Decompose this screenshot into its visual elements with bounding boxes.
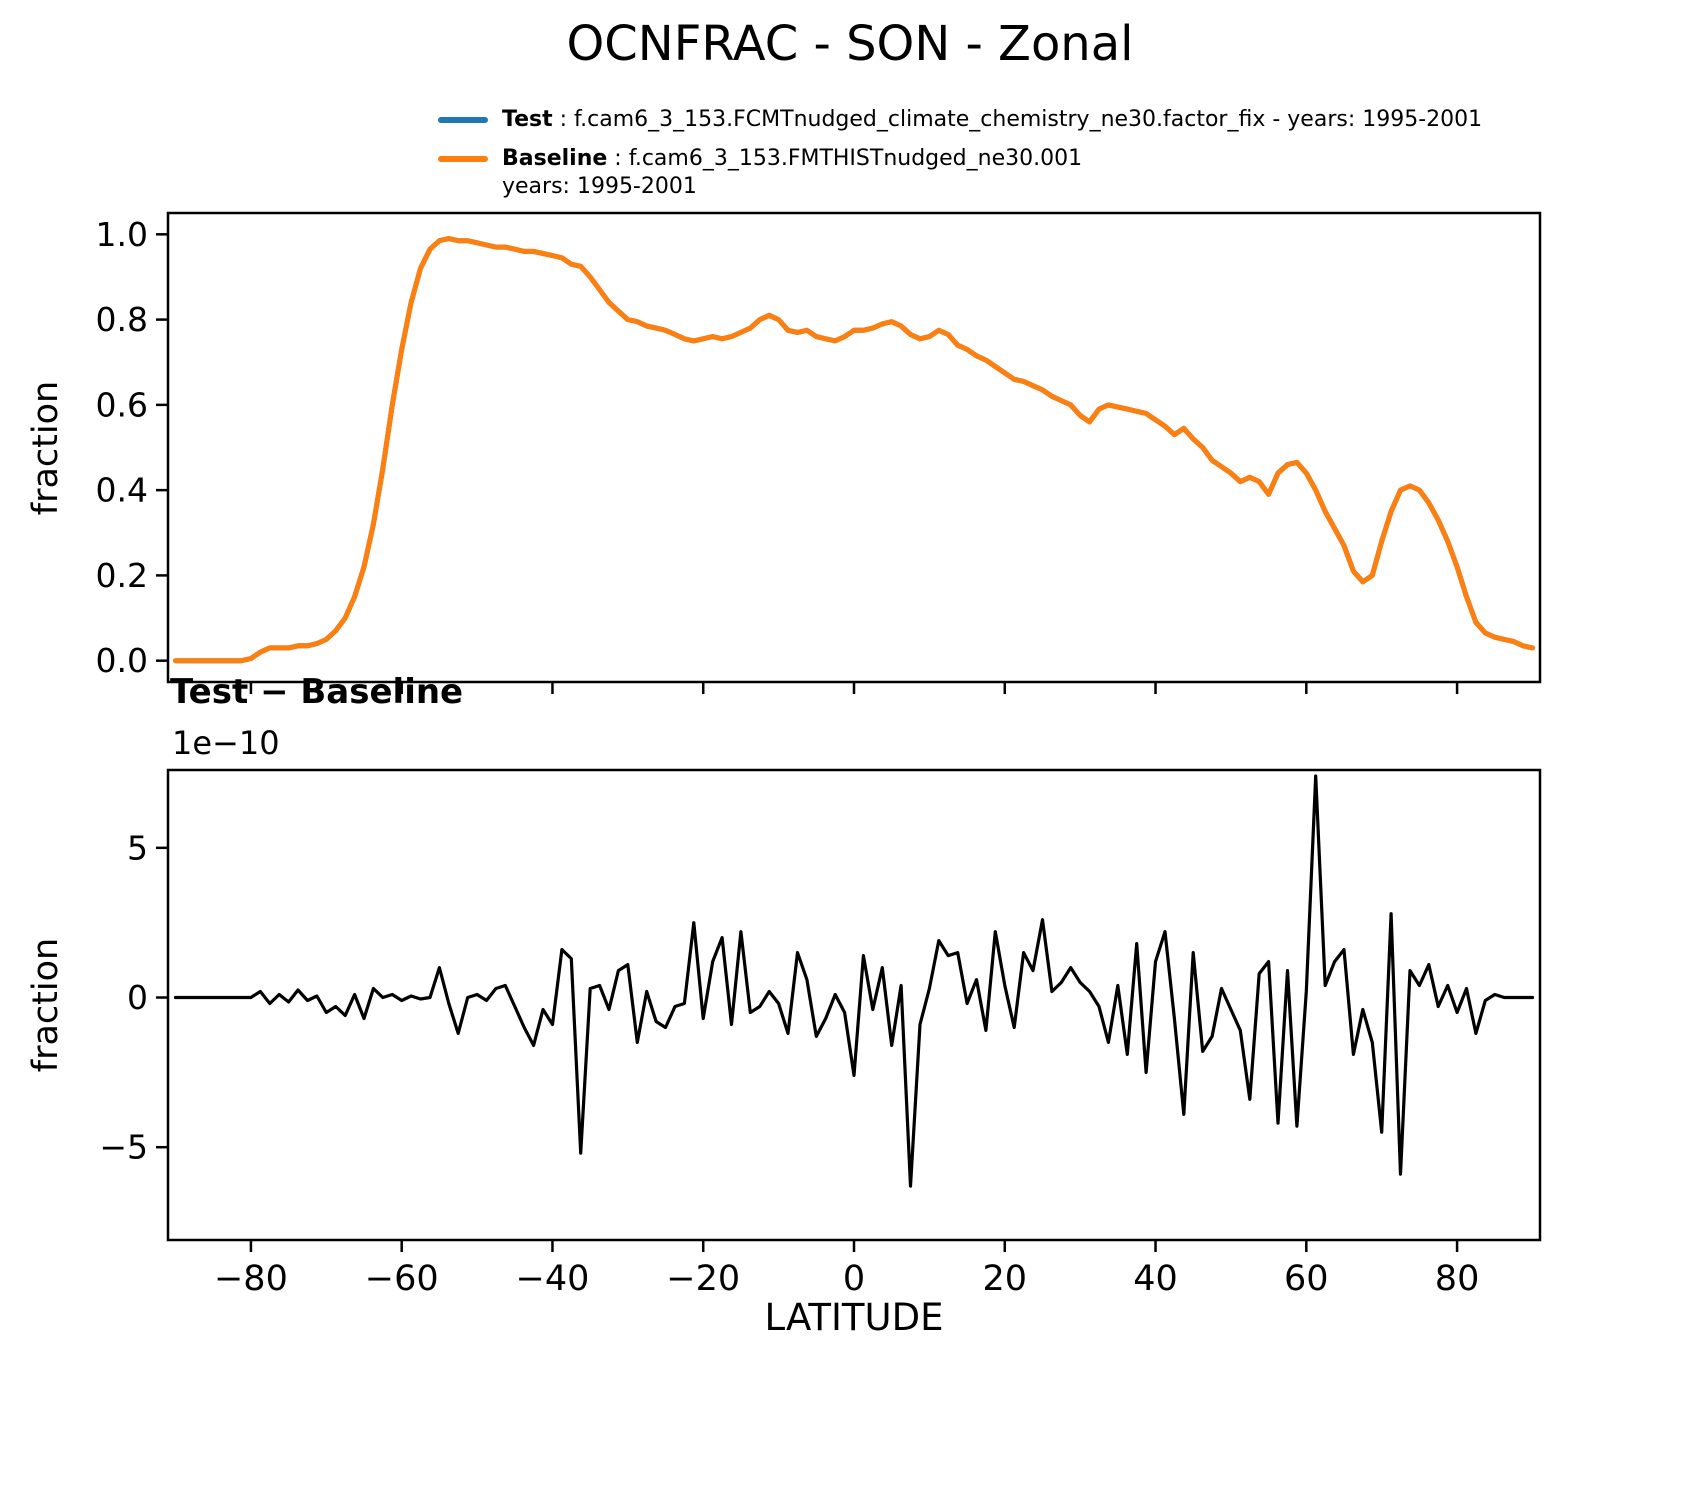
ytick-label: 1.0 [96, 215, 148, 254]
panel-0-axes [166, 211, 1542, 684]
ytick-label: 0.2 [96, 556, 148, 595]
xtick-label: −40 [516, 1259, 590, 1299]
baseline-label: Baseline [502, 145, 608, 171]
legend-entry-test: Test : f.cam6_3_153.FCMTnudged_climate_c… [438, 106, 1482, 135]
ytick-label: 5 [127, 828, 148, 867]
ytick-label: 0.6 [96, 385, 148, 424]
ytick-label: −5 [99, 1128, 148, 1167]
test-line-swatch [438, 117, 488, 123]
legend-entry-baseline: Baseline : f.cam6_3_153.FMTHISTnudged_ne… [438, 145, 1482, 202]
xtick-label: −80 [214, 1259, 288, 1299]
legend: Test : f.cam6_3_153.FCMTnudged_climate_c… [438, 106, 1482, 202]
legend-entry-baseline-text: Baseline : f.cam6_3_153.FMTHISTnudged_ne… [502, 145, 1082, 202]
legend-entry-test-text: Test : f.cam6_3_153.FCMTnudged_climate_c… [502, 106, 1482, 135]
test-label: Test [502, 107, 553, 132]
line-test [173, 236, 1535, 664]
line-test-baseline [173, 774, 1535, 1188]
chart-title: OCNFRAC - SON - Zonal [566, 16, 1134, 72]
ytick-label: 0.8 [96, 300, 148, 339]
baseline-run-name: : f.cam6_3_153.FMTHISTnudged_ne30.001 [607, 145, 1083, 171]
panel-1: −5 0 5 −80 −60 −40 −20 0 20 40 60 80 [99, 768, 1542, 1299]
xtick-label: 80 [1435, 1259, 1480, 1299]
x-axis-label: LATITUDE [764, 1296, 944, 1339]
line-baseline [173, 236, 1535, 664]
xtick-label: 60 [1284, 1259, 1329, 1299]
xtick-label: −60 [365, 1259, 439, 1299]
ytick-label: 0 [127, 978, 148, 1017]
xtick-label: 40 [1133, 1259, 1178, 1299]
panel-0: 0.0 0.2 0.4 0.6 0.8 1.0 [96, 211, 1542, 694]
test-run-name: : f.cam6_3_153.FCMTnudged_climate_chemis… [552, 107, 1483, 132]
xtick-label: 20 [982, 1259, 1027, 1299]
ytick-label: 0.0 [96, 641, 148, 680]
diff-panel-title: Test − Baseline [170, 672, 464, 712]
panel-1-axes [166, 768, 1542, 1242]
baseline-years: years: 1995-2001 [502, 174, 697, 200]
y-axis-offset-text: 1e−10 [172, 724, 280, 762]
xtick-label: 0 [843, 1259, 865, 1299]
xtick-label: −20 [666, 1259, 740, 1299]
baseline-line-swatch [438, 155, 488, 162]
ytick-label: 0.4 [96, 471, 148, 510]
